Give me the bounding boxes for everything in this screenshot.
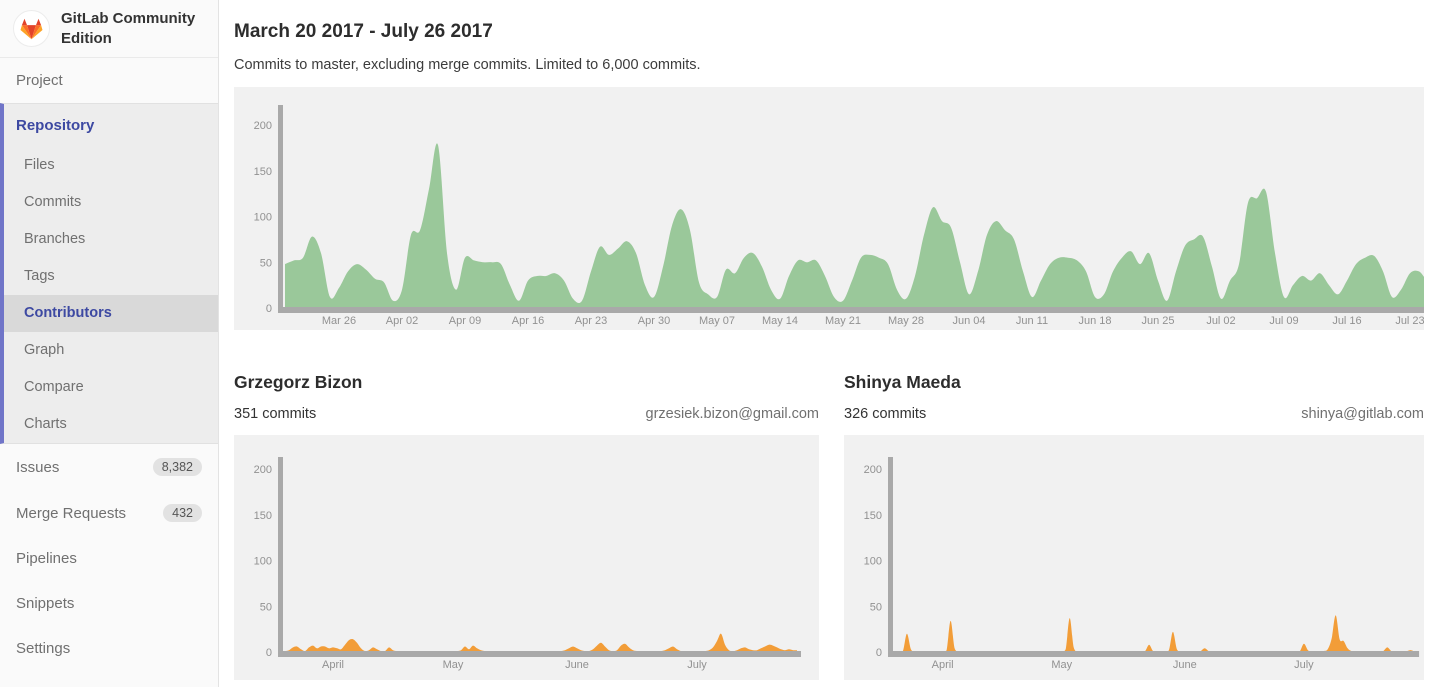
svg-text:July: July xyxy=(1294,659,1314,671)
contributor-email-link[interactable]: shinya@gitlab.com xyxy=(1301,406,1424,422)
sidebar-item-branches[interactable]: Branches xyxy=(24,231,86,247)
svg-text:May 07: May 07 xyxy=(699,315,735,327)
svg-text:Jul 16: Jul 16 xyxy=(1332,315,1361,327)
sidebar-item-merge-requests[interactable]: Merge Requests 432 xyxy=(0,490,218,536)
svg-text:Jul 02: Jul 02 xyxy=(1206,315,1235,327)
svg-text:April: April xyxy=(932,659,954,671)
svg-text:150: 150 xyxy=(254,510,272,522)
svg-text:Apr 23: Apr 23 xyxy=(575,315,607,327)
svg-text:Jun 25: Jun 25 xyxy=(1141,315,1174,327)
contributor-chart-panel: 0 50 100 150 200 April May June July xyxy=(844,435,1424,680)
svg-text:Jul 23: Jul 23 xyxy=(1395,315,1424,327)
svg-text:Apr 30: Apr 30 xyxy=(638,315,670,327)
merge-requests-count-badge: 432 xyxy=(163,504,202,522)
sidebar-item-project[interactable]: Project xyxy=(16,72,63,89)
sidebar-item-merge-requests-label: Merge Requests xyxy=(16,504,127,522)
svg-text:150: 150 xyxy=(864,510,882,522)
svg-text:Jun 04: Jun 04 xyxy=(952,315,985,327)
contributor-card-shinya-maeda: Shinya Maeda 326 commits shinya@gitlab.c… xyxy=(844,358,1424,680)
page-title: March 20 2017 - July 26 2017 xyxy=(234,21,493,42)
svg-text:200: 200 xyxy=(254,464,272,476)
sidebar-item-graph[interactable]: Graph xyxy=(24,342,65,358)
svg-text:100: 100 xyxy=(864,556,882,568)
gitlab-tanuki-icon xyxy=(20,18,43,39)
sidebar-item-compare[interactable]: Compare xyxy=(24,379,84,395)
contributor-commit-count: 326 commits xyxy=(844,406,927,422)
svg-text:0: 0 xyxy=(266,647,272,659)
overview-area-chart: 0 50 100 150 200 Mar 26 Apr 02 Apr 09 Apr 16 Apr … xyxy=(254,105,1424,327)
svg-text:Jul 09: Jul 09 xyxy=(1269,315,1298,327)
contributor-name: Shinya Maeda xyxy=(844,372,961,392)
sidebar-item-contributors[interactable]: Contributors xyxy=(4,295,218,332)
svg-text:200: 200 xyxy=(254,120,272,132)
svg-text:Jun 18: Jun 18 xyxy=(1078,315,1111,327)
contributors-page: March 20 2017 - July 26 2017 Commits to … xyxy=(219,0,1424,687)
svg-text:Mar 26: Mar 26 xyxy=(322,315,356,327)
svg-text:May 21: May 21 xyxy=(825,315,861,327)
svg-text:50: 50 xyxy=(260,601,272,613)
svg-text:0: 0 xyxy=(876,647,882,659)
sidebar-item-repository[interactable]: Repository xyxy=(16,117,95,134)
contributor-area-chart: 0 50 100 150 200 April May June July xyxy=(864,457,1420,671)
sidebar-item-issues-label: Issues xyxy=(16,458,60,476)
sidebar: GitLab Community Edition Project Reposit… xyxy=(0,0,219,687)
sidebar-item-files[interactable]: Files xyxy=(24,157,55,173)
contributor-card-grzegorz-bizon: Grzegorz Bizon 351 commits grzesiek.bizo… xyxy=(234,358,819,680)
svg-text:May 28: May 28 xyxy=(888,315,924,327)
sidebar-item-snippets-label: Snippets xyxy=(16,595,75,612)
svg-text:50: 50 xyxy=(260,257,272,269)
svg-text:100: 100 xyxy=(254,556,272,568)
contributor-name: Grzegorz Bizon xyxy=(234,372,363,392)
svg-text:200: 200 xyxy=(864,464,882,476)
sidebar-item-snippets[interactable]: Snippets xyxy=(0,581,218,626)
svg-text:Apr 09: Apr 09 xyxy=(449,315,481,327)
svg-text:50: 50 xyxy=(870,601,882,613)
svg-text:150: 150 xyxy=(254,166,272,178)
svg-text:May: May xyxy=(1051,659,1072,671)
contributor-meta: 326 commits shinya@gitlab.com xyxy=(844,406,1424,422)
sidebar-item-charts[interactable]: Charts xyxy=(24,416,67,432)
contributor-meta: 351 commits grzesiek.bizon@gmail.com xyxy=(234,406,819,422)
svg-text:May: May xyxy=(443,659,464,671)
sidebar-item-pipelines-label: Pipelines xyxy=(16,550,77,567)
contributor-area-chart: 0 50 100 150 200 April May June July xyxy=(254,457,801,671)
overview-chart-panel: 0 50 100 150 200 Mar 26 Apr 02 Apr 09 Apr 16 Apr … xyxy=(234,87,1424,330)
sidebar-item-tags[interactable]: Tags xyxy=(24,268,55,284)
sidebar-item-settings[interactable]: Settings xyxy=(0,626,218,671)
svg-text:Apr 02: Apr 02 xyxy=(386,315,418,327)
contributor-email-link[interactable]: grzesiek.bizon@gmail.com xyxy=(645,406,819,422)
sidebar-header: GitLab Community Edition xyxy=(0,0,218,58)
svg-text:June: June xyxy=(565,659,589,671)
contributor-commit-count: 351 commits xyxy=(234,406,317,422)
page-subtitle: Commits to master, excluding merge commi… xyxy=(234,57,701,73)
issues-count-badge: 8,382 xyxy=(152,458,202,476)
sidebar-item-issues[interactable]: Issues 8,382 xyxy=(0,444,218,490)
svg-text:Jun 11: Jun 11 xyxy=(1016,315,1048,327)
svg-text:Apr 16: Apr 16 xyxy=(512,315,544,327)
sidebar-nav: Project Repository Files Commits Branche… xyxy=(0,58,218,671)
contributor-chart-panel: 0 50 100 150 200 April May June July xyxy=(234,435,819,680)
gitlab-logo[interactable] xyxy=(13,10,50,47)
contributor-cards: Grzegorz Bizon 351 commits grzesiek.bizo… xyxy=(234,358,1424,680)
sidebar-item-settings-label: Settings xyxy=(16,640,71,657)
sidebar-section-repository: Repository Files Commits Branches Tags C… xyxy=(0,103,218,444)
svg-text:April: April xyxy=(322,659,344,671)
svg-text:July: July xyxy=(687,659,707,671)
sidebar-item-commits[interactable]: Commits xyxy=(24,194,82,210)
svg-text:0: 0 xyxy=(266,303,272,315)
svg-text:May 14: May 14 xyxy=(762,315,798,327)
svg-text:June: June xyxy=(1173,659,1197,671)
sidebar-item-pipelines[interactable]: Pipelines xyxy=(0,536,218,581)
svg-text:100: 100 xyxy=(254,212,272,224)
sidebar-project-title: GitLab Community Edition xyxy=(61,9,196,47)
